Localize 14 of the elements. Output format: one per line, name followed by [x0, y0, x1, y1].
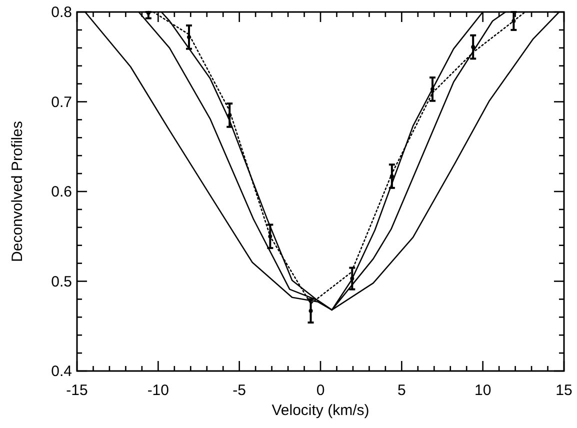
- x-tick-label: 15: [556, 382, 572, 399]
- x-tick-label: -5: [232, 382, 246, 399]
- x-axis-title: Velocity (km/s): [272, 402, 370, 419]
- y-tick-label: 0.8: [51, 4, 72, 21]
- y-tick-label: 0.6: [51, 184, 72, 200]
- y-axis-title: Deconvolved Profiles: [9, 121, 26, 262]
- y-tick-label: 0.5: [51, 273, 72, 290]
- x-tick-label: 5: [397, 382, 406, 399]
- y-tick-label: 0.4: [51, 363, 72, 380]
- x-tick-label: 0: [316, 382, 325, 399]
- x-tick-label: -10: [147, 382, 170, 399]
- y-tick-label: 0.7: [51, 94, 72, 111]
- x-tick-label: 10: [474, 382, 492, 399]
- x-tick-label: -15: [66, 382, 88, 399]
